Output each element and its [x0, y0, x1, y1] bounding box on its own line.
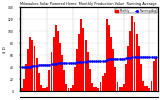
Bar: [21, 88, 23, 91]
Bar: [42, 88, 44, 91]
Bar: [27, 49, 29, 91]
Bar: [146, 86, 148, 91]
Bar: [65, 84, 67, 91]
Bar: [108, 25, 110, 91]
Bar: [59, 43, 61, 91]
Bar: [100, 82, 101, 91]
Bar: [106, 19, 108, 91]
Bar: [82, 28, 84, 91]
Bar: [129, 31, 131, 91]
Bar: [57, 31, 59, 91]
Bar: [125, 64, 127, 91]
Bar: [116, 82, 118, 91]
Bar: [127, 46, 129, 91]
Bar: [34, 46, 36, 91]
Bar: [51, 52, 52, 91]
Bar: [95, 87, 97, 91]
Bar: [72, 85, 74, 91]
Bar: [102, 76, 104, 91]
Bar: [31, 40, 33, 91]
Bar: [25, 64, 27, 91]
Bar: [23, 79, 25, 91]
Bar: [112, 49, 114, 91]
Bar: [46, 87, 48, 91]
Bar: [85, 40, 87, 91]
Bar: [68, 88, 69, 91]
Bar: [91, 83, 93, 91]
Bar: [53, 37, 55, 91]
Legend: Monthly, Running Avg: Monthly, Running Avg: [115, 8, 157, 13]
Bar: [131, 16, 133, 91]
Bar: [142, 80, 144, 91]
Title: Milwaukee Solar Powered Home  Monthly Production Value  Running Average: Milwaukee Solar Powered Home Monthly Pro…: [20, 2, 157, 6]
Y-axis label: $ D: $ D: [2, 46, 6, 53]
Bar: [48, 70, 50, 91]
Bar: [44, 88, 46, 91]
Bar: [55, 25, 57, 91]
Bar: [134, 22, 136, 91]
Bar: [76, 49, 78, 91]
Bar: [148, 88, 150, 91]
Bar: [119, 87, 121, 91]
Bar: [151, 80, 152, 91]
Bar: [110, 37, 112, 91]
Bar: [61, 55, 63, 91]
Bar: [40, 85, 42, 91]
Bar: [29, 37, 31, 91]
Bar: [104, 73, 106, 91]
Bar: [70, 88, 72, 91]
Bar: [136, 34, 138, 91]
Bar: [36, 58, 38, 91]
Bar: [114, 67, 116, 91]
Bar: [74, 67, 76, 91]
Bar: [123, 84, 125, 91]
Bar: [144, 86, 146, 91]
Bar: [87, 52, 89, 91]
Bar: [80, 19, 82, 91]
Bar: [89, 68, 91, 91]
Bar: [38, 73, 40, 91]
Bar: [140, 64, 142, 91]
Bar: [97, 88, 99, 91]
Bar: [138, 46, 140, 91]
Bar: [78, 34, 80, 91]
Bar: [153, 61, 155, 91]
Bar: [121, 87, 123, 91]
Bar: [63, 70, 65, 91]
Bar: [155, 58, 157, 91]
Bar: [93, 87, 95, 91]
